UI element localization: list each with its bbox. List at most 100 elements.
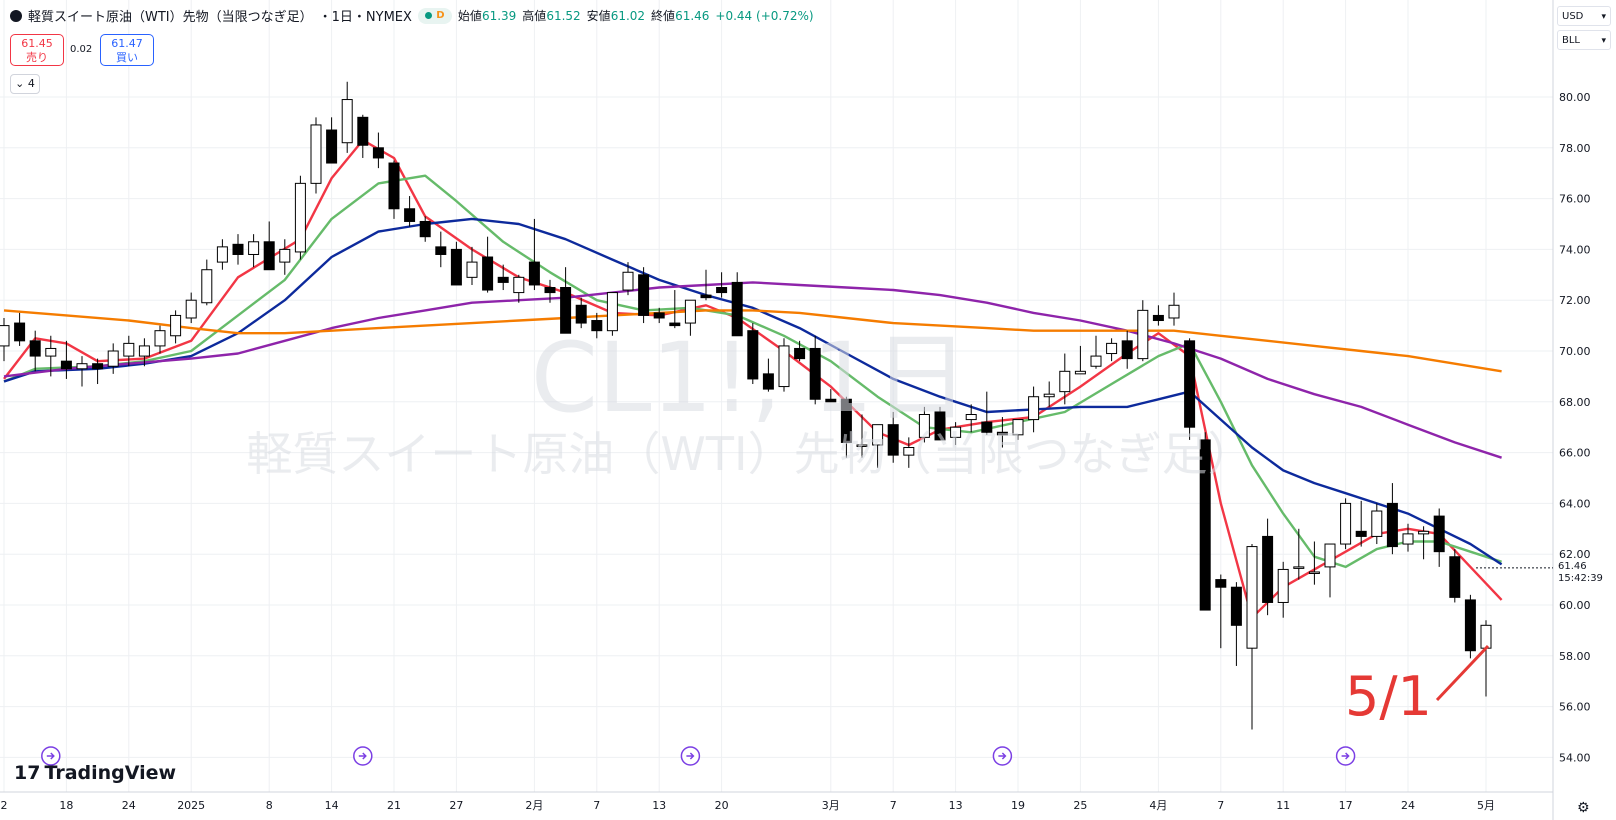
- tradingview-logo[interactable]: 17 TradingView: [14, 762, 176, 784]
- candle-body: [216, 246, 228, 263]
- sell-price: 61.45: [21, 37, 53, 50]
- bar-countdown: 15:42:39: [1558, 573, 1603, 584]
- event-arrow-icon: [358, 752, 367, 760]
- candle-body: [809, 347, 821, 400]
- buy-label: 買い: [116, 51, 138, 64]
- candle-body: [762, 373, 774, 390]
- candle-body: [14, 322, 26, 342]
- chevron-down-icon: ▾: [1601, 36, 1606, 46]
- price-tick-label: 58.00: [1559, 650, 1591, 663]
- settings-icon[interactable]: ⚙: [1577, 800, 1590, 816]
- candle-body: [1277, 568, 1289, 603]
- candle-body: [232, 243, 244, 255]
- candle-body: [716, 287, 728, 294]
- sell-button[interactable]: 61.45 売り: [10, 34, 64, 66]
- price-tick-label: 70.00: [1559, 345, 1591, 358]
- candle-body: [981, 421, 993, 433]
- candle-body: [1386, 502, 1398, 548]
- candle-body: [372, 147, 384, 159]
- candle-body: [560, 287, 572, 334]
- candle-body: [965, 414, 977, 421]
- watermark-symbol: CL1!, 1日: [530, 322, 970, 434]
- candle-body: [138, 345, 150, 357]
- candle-body: [419, 220, 431, 238]
- candle-body: [856, 444, 868, 447]
- interval-exchange: ・1日・NYMEX: [318, 10, 412, 25]
- status-letter: D: [436, 10, 445, 21]
- candle-body: [903, 447, 915, 456]
- price-tick-label: 60.00: [1559, 599, 1591, 612]
- price-tick-label: 56.00: [1559, 701, 1591, 714]
- time-tick-label: 18: [59, 799, 73, 812]
- moving-average-line: [3, 309, 1502, 373]
- watermark-name: 軽質スイート原油（WTI）先物（当限つなぎ足）: [246, 427, 1254, 481]
- chevron-down-icon: ⌄: [15, 77, 25, 90]
- candle-body: [29, 340, 41, 357]
- event-arrow-icon: [46, 752, 55, 760]
- candle-body: [1418, 530, 1430, 535]
- candle-body: [872, 424, 884, 446]
- candle-body: [185, 299, 197, 319]
- time-tick-label: 17: [1339, 799, 1353, 812]
- indicator-collapse-button[interactable]: ⌄ 4: [10, 74, 40, 94]
- candle-body: [107, 350, 119, 367]
- candle-body: [1074, 370, 1086, 375]
- candle-body: [513, 276, 525, 294]
- candle-body: [1433, 515, 1445, 553]
- spread-value: 0.02: [70, 44, 93, 55]
- candle-body: [996, 431, 1008, 436]
- candle-body: [591, 320, 603, 332]
- price-tick-label: 76.00: [1559, 193, 1591, 206]
- time-tick-label: 24: [122, 799, 136, 812]
- candle-body: [92, 363, 104, 370]
- price-tick-label: 68.00: [1559, 396, 1591, 409]
- time-tick-label: 21: [387, 799, 401, 812]
- candle-body: [747, 330, 759, 380]
- candle-body: [653, 312, 665, 319]
- ohlc-high: 高値61.52: [522, 7, 580, 24]
- candle-body: [887, 424, 899, 456]
- moving-average-line: [3, 281, 1502, 459]
- time-tick-label: 27: [449, 799, 463, 812]
- open-label: 始値: [457, 9, 482, 23]
- candle-body: [950, 426, 962, 438]
- open-value: 61.39: [481, 9, 517, 23]
- candle-body: [918, 414, 930, 438]
- candle-body: [1168, 304, 1180, 319]
- price-tick-label: 72.00: [1559, 294, 1591, 307]
- candle-body: [1402, 533, 1414, 545]
- candle-body: [528, 261, 540, 286]
- candle-body: [341, 99, 353, 144]
- market-status-badge[interactable]: D: [417, 7, 452, 24]
- candle-body: [1262, 535, 1274, 603]
- candle-body: [669, 322, 681, 327]
- time-tick-label: 25: [1073, 799, 1087, 812]
- candle-body: [1355, 530, 1367, 537]
- chevron-down-icon: ▾: [1601, 12, 1606, 22]
- candle-body: [248, 241, 260, 255]
- high-value: 61.52: [546, 9, 581, 23]
- time-tick-label: 11: [1276, 799, 1290, 812]
- candle-body: [1043, 393, 1055, 398]
- buy-button[interactable]: 61.47 買い: [100, 34, 154, 66]
- symbol-title[interactable]: 軽質スイート原油（WTI）先物（当限つなぎ足）: [28, 10, 313, 25]
- candle-body: [1199, 439, 1211, 611]
- oil-drop-icon: [10, 9, 22, 22]
- currency-select[interactable]: USD ▾: [1557, 6, 1611, 26]
- annotation-text: 5/1: [1345, 665, 1432, 728]
- candle-body: [1480, 624, 1492, 649]
- candle-body: [1028, 396, 1040, 421]
- low-value: 61.02: [610, 9, 646, 23]
- time-tick-label: 7: [593, 799, 600, 812]
- candle-body: [934, 411, 946, 441]
- tradingview-logo-icon: 17: [14, 762, 41, 784]
- candle-body: [0, 325, 10, 347]
- candle-body: [1340, 502, 1352, 545]
- time-tick-label: 13: [652, 799, 666, 812]
- candle-body: [1449, 556, 1461, 598]
- candle-body: [1152, 314, 1164, 322]
- unit-select[interactable]: BLL ▾: [1557, 30, 1611, 50]
- candle-body: [1246, 546, 1258, 649]
- candle-body: [840, 398, 852, 443]
